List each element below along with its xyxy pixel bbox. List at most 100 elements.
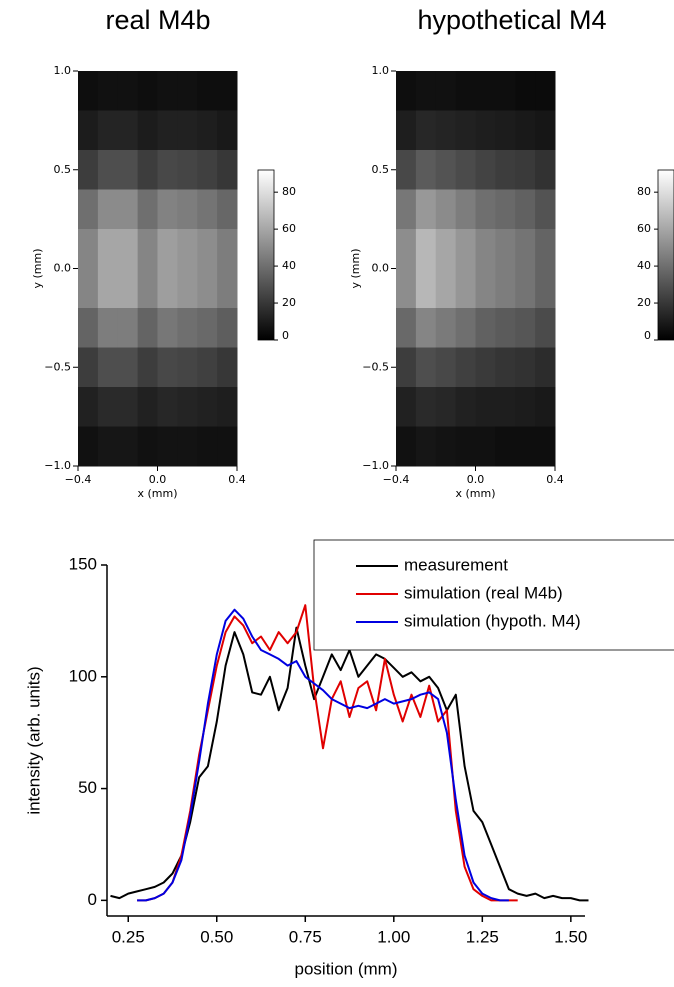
- heat-cell: [475, 150, 496, 190]
- chart-title: hypothetical M4: [417, 5, 606, 35]
- heat-cell: [455, 426, 476, 467]
- heat-cell: [197, 268, 218, 309]
- heat-cell: [157, 268, 178, 309]
- heat-cell: [197, 308, 218, 348]
- heat-cell: [97, 426, 119, 467]
- heat-cell: [475, 308, 496, 348]
- heat-cell: [78, 229, 99, 269]
- heat-cell: [137, 189, 158, 230]
- heat-cell: [535, 387, 556, 427]
- heat-cell: [396, 71, 417, 111]
- heat-cell: [97, 387, 119, 427]
- x-tick-label: 0.0: [149, 473, 167, 486]
- heat-cell: [475, 268, 496, 309]
- x-tick-label: −0.4: [65, 473, 92, 486]
- colorbar: [257, 169, 275, 341]
- y-tick-label: 1.0: [372, 64, 390, 77]
- heat-cell: [177, 110, 198, 151]
- heat-cell: [475, 347, 496, 388]
- heat-cell: [217, 229, 238, 269]
- x-tick-label: 1.25: [466, 927, 499, 946]
- heat-cell: [396, 189, 417, 230]
- heat-cell: [455, 268, 476, 309]
- heat-cell: [535, 426, 556, 467]
- heat-cell: [117, 150, 139, 190]
- heat-cell: [475, 426, 496, 467]
- heat-cell: [157, 150, 178, 190]
- heat-cell: [396, 426, 417, 467]
- heat-cell: [455, 189, 476, 230]
- heat-cell: [415, 308, 437, 348]
- heat-cell: [137, 150, 158, 190]
- heat-cell: [157, 110, 178, 151]
- y-tick-label: 0.0: [372, 262, 390, 275]
- heat-cell: [415, 71, 437, 111]
- heat-cell: [157, 308, 178, 348]
- heat-cell: [97, 229, 119, 269]
- heat-cell: [515, 308, 536, 348]
- heat-cell: [177, 426, 198, 467]
- y-tick-label: 0: [88, 890, 97, 909]
- heat-cell: [97, 189, 119, 230]
- chart-title: real M4b: [105, 5, 210, 35]
- heat-cell: [117, 268, 139, 309]
- x-axis-label: position (mm): [295, 959, 398, 978]
- heat-cell: [157, 426, 178, 467]
- heat-cell: [177, 308, 198, 348]
- colorbar-tick-label: 40: [637, 259, 651, 272]
- heat-cell: [515, 150, 536, 190]
- heat-cell: [137, 347, 158, 388]
- heat-cell: [495, 150, 516, 190]
- heat-cell: [217, 387, 238, 427]
- heat-cell: [217, 268, 238, 309]
- heat-cell: [515, 268, 536, 309]
- heat-cell: [197, 387, 218, 427]
- heat-cell: [535, 308, 556, 348]
- x-tick-label: −0.4: [383, 473, 410, 486]
- x-tick-label: 0.75: [289, 927, 322, 946]
- heat-cell: [177, 229, 198, 269]
- heat-cell: [78, 387, 99, 427]
- heat-cell: [396, 150, 417, 190]
- heat-cell: [97, 110, 119, 151]
- heat-cell: [78, 426, 99, 467]
- heat-cell: [415, 347, 437, 388]
- y-tick-label: 0.5: [372, 163, 390, 176]
- y-tick-label: 0.0: [54, 262, 72, 275]
- colorbar-tick-label: 0: [282, 329, 289, 342]
- x-tick-label: 0.4: [546, 473, 564, 486]
- heat-cell: [475, 189, 496, 230]
- heat-cell: [455, 308, 476, 348]
- heat-cell: [415, 150, 437, 190]
- heat-cell: [396, 268, 417, 309]
- heat-cell: [197, 426, 218, 467]
- heat-cell: [495, 189, 516, 230]
- heat-cell: [515, 189, 536, 230]
- heat-cell: [157, 347, 178, 388]
- y-tick-label: 1.0: [54, 64, 72, 77]
- y-tick-label: 0.5: [54, 163, 72, 176]
- heat-cell: [78, 189, 99, 230]
- colorbar-tick-label: 60: [282, 222, 296, 235]
- colorbar-tick-label: 20: [637, 296, 651, 309]
- heat-cell: [535, 110, 556, 151]
- heat-cell: [177, 268, 198, 309]
- heat-cell: [435, 189, 457, 230]
- heat-cell: [117, 387, 139, 427]
- heat-cell: [177, 150, 198, 190]
- y-axis-label: y (mm): [349, 248, 362, 288]
- y-tick-label: −1.0: [44, 459, 71, 472]
- y-tick-label: −0.5: [44, 360, 71, 373]
- heat-cell: [435, 110, 457, 151]
- heat-cell: [435, 150, 457, 190]
- heat-cell: [415, 268, 437, 309]
- x-tick-label: 1.00: [377, 927, 410, 946]
- heat-cell: [396, 387, 417, 427]
- heat-cell: [177, 347, 198, 388]
- heat-cell: [117, 189, 139, 230]
- heat-cell: [396, 229, 417, 269]
- heat-cell: [495, 426, 516, 467]
- heat-cell: [435, 71, 457, 111]
- y-tick-label: −0.5: [362, 360, 389, 373]
- heat-cell: [217, 426, 238, 467]
